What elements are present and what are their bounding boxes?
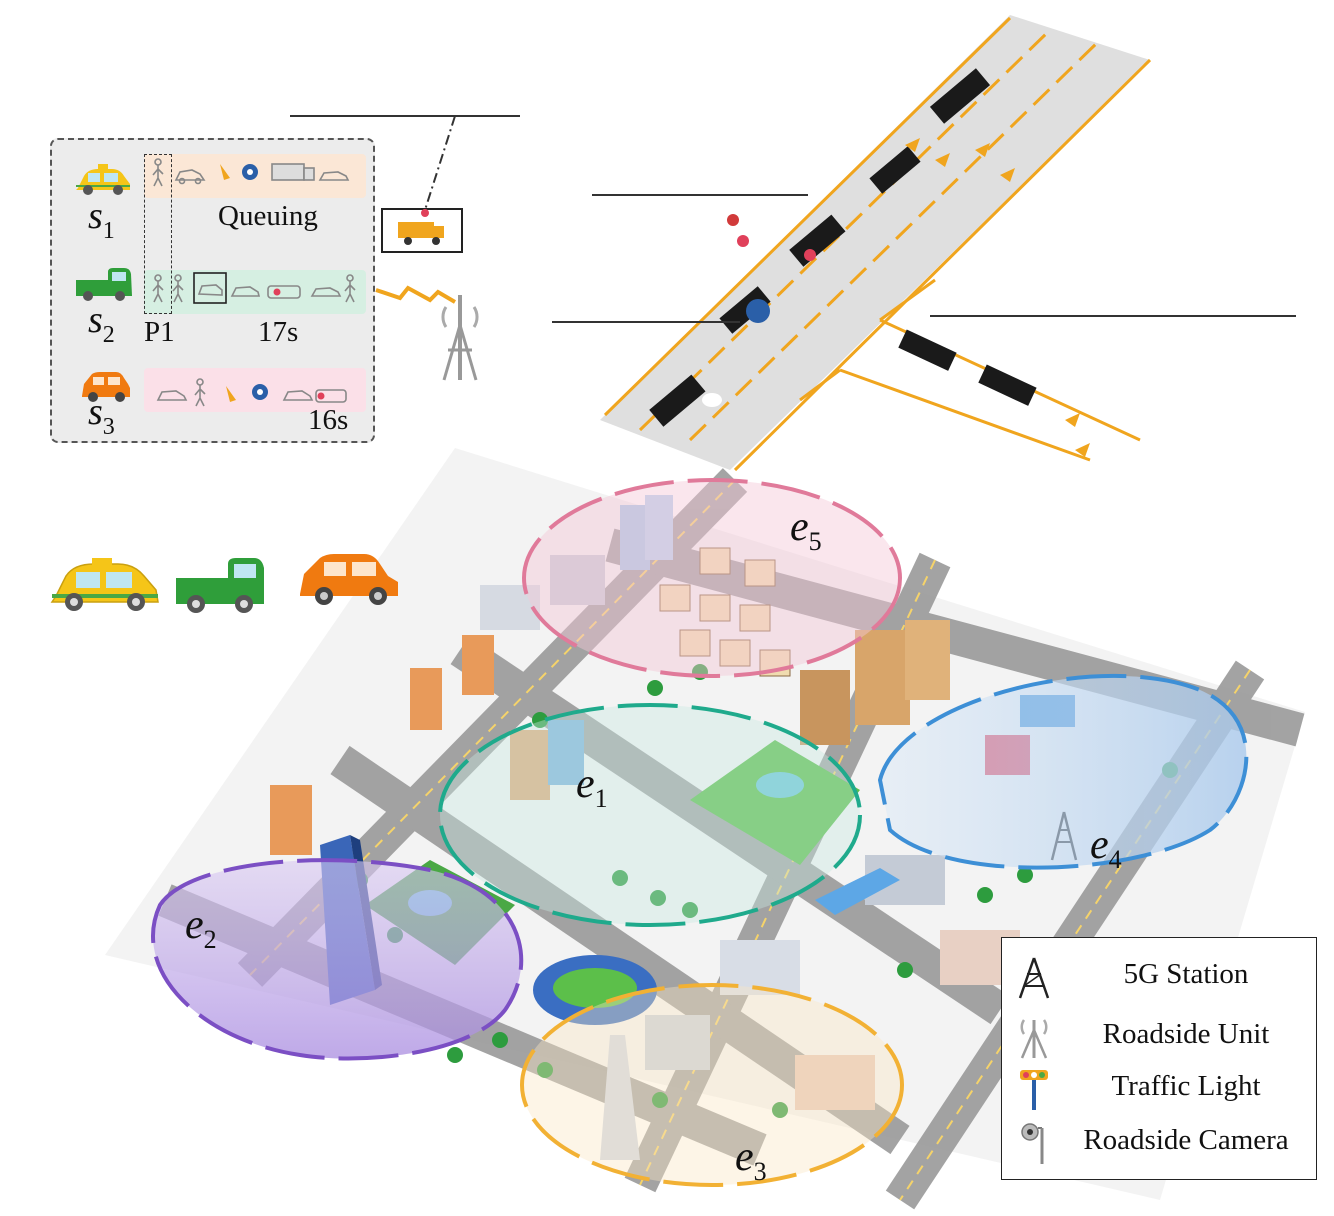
roadside-camera-icon xyxy=(1021,1123,1044,1164)
legend-label-5g-station: 5G Station xyxy=(1123,958,1249,990)
5g-station-icon xyxy=(1018,957,1050,999)
wireless-link xyxy=(375,285,457,304)
orange-car-icon xyxy=(300,554,398,605)
legend-label-roadside-unit: Roadside Unit xyxy=(1102,1018,1270,1050)
roadside-unit-icon xyxy=(1020,1019,1048,1059)
green-truck-icon xyxy=(176,558,264,613)
edge-region-e3 xyxy=(520,983,904,1187)
session-label-s2: s2 xyxy=(88,299,115,348)
p1-text: P1 xyxy=(144,316,175,348)
session-label-s1: s1 xyxy=(88,195,115,244)
queuing-text: Queuing xyxy=(218,200,318,232)
legend-row-roadside-camera: Roadside Camera xyxy=(1002,1114,1318,1170)
session-truck-icon xyxy=(76,268,132,301)
edge-region-e5 xyxy=(522,478,902,678)
edge-label-e2: e2 xyxy=(185,902,217,954)
edge-region-e1 xyxy=(438,703,862,927)
queue-row-icons xyxy=(152,158,356,407)
legend-label-roadside-camera: Roadside Camera xyxy=(1083,1124,1289,1156)
roadside-unit-icon xyxy=(441,295,479,381)
legend: 5G Station Roadside Unit Traffic Light R… xyxy=(1001,937,1317,1180)
session-panel: s1 s2 s3 Queuing P1 17s 16s xyxy=(50,138,375,443)
yellow-taxi-icon xyxy=(50,558,159,611)
edge-region-e4 xyxy=(877,673,1249,870)
edge-label-e3: e3 xyxy=(735,1134,767,1186)
traffic-light-icon xyxy=(1020,1070,1048,1110)
intersection-scene xyxy=(290,15,1296,472)
legend-row-5g-station: 5G Station xyxy=(1002,948,1318,1004)
legend-row-roadside-unit: Roadside Unit xyxy=(1002,1008,1318,1064)
session2-time-text: 17s xyxy=(258,316,299,348)
session-car-icon xyxy=(82,372,130,402)
p1-highlight xyxy=(144,154,172,314)
legend-row-traffic-light: Traffic Light xyxy=(1002,1060,1318,1116)
edge-region-e2 xyxy=(151,858,524,1061)
session-taxi-icon xyxy=(76,164,130,195)
edge-label-e5: e5 xyxy=(790,504,822,556)
truck-callout xyxy=(381,208,463,253)
edge-label-e1: e1 xyxy=(576,761,608,813)
session3-time-text: 16s xyxy=(308,404,349,436)
session-label-s3: s3 xyxy=(88,391,115,440)
legend-label-traffic-light: Traffic Light xyxy=(1111,1070,1261,1102)
edge-label-e4: e4 xyxy=(1090,822,1122,874)
